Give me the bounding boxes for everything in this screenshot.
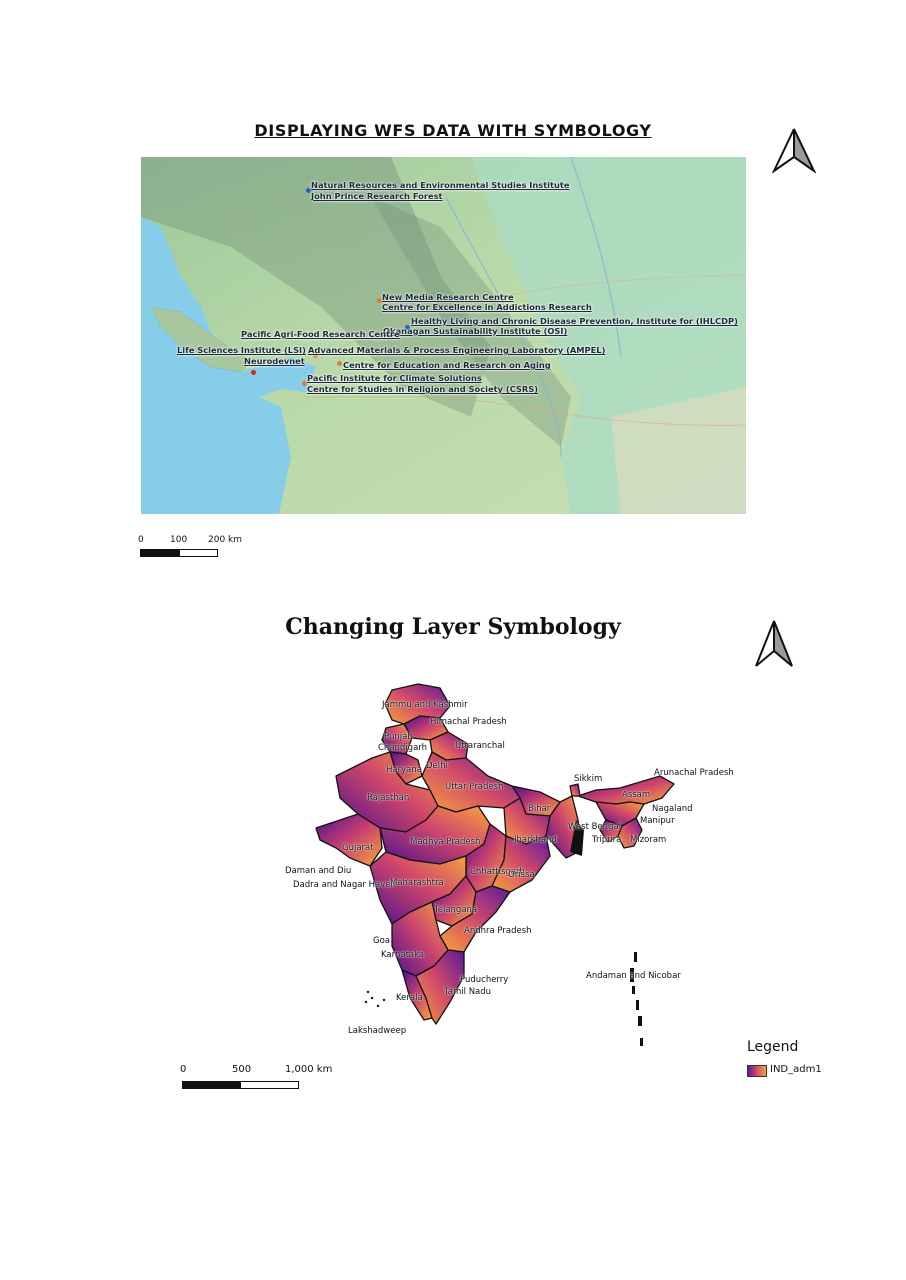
legend-title: Legend <box>747 1039 799 1055</box>
state-label: Tamil Nadu <box>444 987 492 997</box>
place-label: Centre for Excellence in Addictions Rese… <box>382 302 592 312</box>
state-label: Goa <box>373 936 390 946</box>
terrain-basemap <box>141 157 746 514</box>
state-label: West Bengal <box>568 822 622 832</box>
state-label: Kerala <box>396 993 423 1003</box>
place-label: Natural Resources and Environmental Stud… <box>311 180 570 190</box>
state-label: Puducherry <box>460 975 509 985</box>
state-label: Lakshadweep <box>348 1026 407 1036</box>
state-label: Chandigarh <box>378 743 428 753</box>
state-label: Telangana <box>434 905 478 915</box>
scale-tick-label: 500 <box>232 1064 252 1075</box>
state-label: Haryana <box>386 765 422 775</box>
state-label: Sikkim <box>574 774 603 784</box>
place-label: Advanced Materials & Process Engineering… <box>308 345 606 355</box>
state-label: Bihar <box>528 804 551 814</box>
scale-tick-label: 1,000 km <box>285 1064 333 1075</box>
place-marker[interactable] <box>405 325 410 330</box>
state-label: Chhattisgarh <box>470 867 525 877</box>
state-label: Andaman and Nicobar <box>586 971 681 981</box>
scale-bar: 0 500 1,000 km <box>178 1064 338 1094</box>
state-label: Andhra Pradesh <box>464 926 532 936</box>
state-label: Madhya Pradesh <box>410 837 481 847</box>
state-label: Jammu and Kashmir <box>382 700 468 710</box>
place-label: Life Sciences Institute (LSI) <box>177 345 306 355</box>
place-label: Pacific Agri-Food Research Centre <box>241 329 400 339</box>
place-label: New Media Research Centre <box>382 292 514 302</box>
state-label: Uttar Pradesh <box>445 782 504 792</box>
place-marker[interactable] <box>337 361 342 366</box>
place-label: John Prince Research Forest <box>311 191 443 201</box>
state-label: Himachal Pradesh <box>430 717 507 727</box>
place-label: Healthy Living and Chronic Disease Preve… <box>411 316 738 326</box>
state-label: Gujarat <box>342 843 374 853</box>
place-marker[interactable] <box>377 298 382 303</box>
state-label: Mizoram <box>630 835 667 845</box>
state-label: Jharkhand <box>514 835 557 845</box>
place-label: Okanagan Sustainability Institute (OSI) <box>383 326 568 336</box>
place-marker[interactable] <box>313 353 318 358</box>
legend-layer-label: IND_adm1 <box>770 1064 822 1075</box>
scale-tick-label: 0 <box>138 535 144 545</box>
state-label: Daman and Diu <box>285 866 352 876</box>
state-label: Nagaland <box>652 804 693 814</box>
wfs-map-title: DISPLAYING WFS DATA WITH SYMBOLOGY <box>254 121 652 140</box>
india-states-layer <box>315 683 675 1046</box>
state-label: Rajasthan <box>367 793 410 803</box>
place-label: Pacific Institute for Climate Solutions <box>307 373 482 383</box>
state-label: Orissa <box>508 870 535 880</box>
state-label: Maharashtra <box>390 878 444 888</box>
place-marker[interactable] <box>306 188 311 193</box>
place-label: Centre for Education and Research on Agi… <box>343 360 551 370</box>
place-label: Centre for Studies in Religion and Socie… <box>307 384 539 394</box>
state-label: Karnataka <box>381 950 425 960</box>
symbology-map-title: Changing Layer Symbology <box>285 614 621 640</box>
state-label: Dadra and Nagar Haveli <box>293 880 396 890</box>
place-label: Neurodevnet <box>244 356 305 366</box>
legend-swatch <box>747 1065 767 1077</box>
scale-tick-label: 0 <box>180 1064 187 1075</box>
state-label: Arunachal Pradesh <box>654 768 734 778</box>
wfs-basemap[interactable]: Natural Resources and Environmental Stud… <box>141 157 746 514</box>
state-label: Delhi <box>426 761 448 771</box>
state-label: Punjab <box>384 732 413 742</box>
scale-tick-label: 200 km <box>208 535 243 545</box>
north-arrow-icon <box>755 620 793 667</box>
state-label: Tripura <box>592 835 622 845</box>
state-label: Manipur <box>640 816 675 826</box>
place-marker[interactable] <box>251 370 256 375</box>
india-map[interactable]: Jammu and Kashmir Himachal Pradesh Punja… <box>285 680 740 1060</box>
scale-bar: 0 100 200 km <box>136 535 256 565</box>
state-label: Uttaranchal <box>455 741 505 751</box>
north-arrow-icon <box>772 128 816 173</box>
place-marker[interactable] <box>302 381 307 386</box>
scale-tick-label: 100 <box>170 535 188 545</box>
state-label: Assam <box>622 790 651 800</box>
